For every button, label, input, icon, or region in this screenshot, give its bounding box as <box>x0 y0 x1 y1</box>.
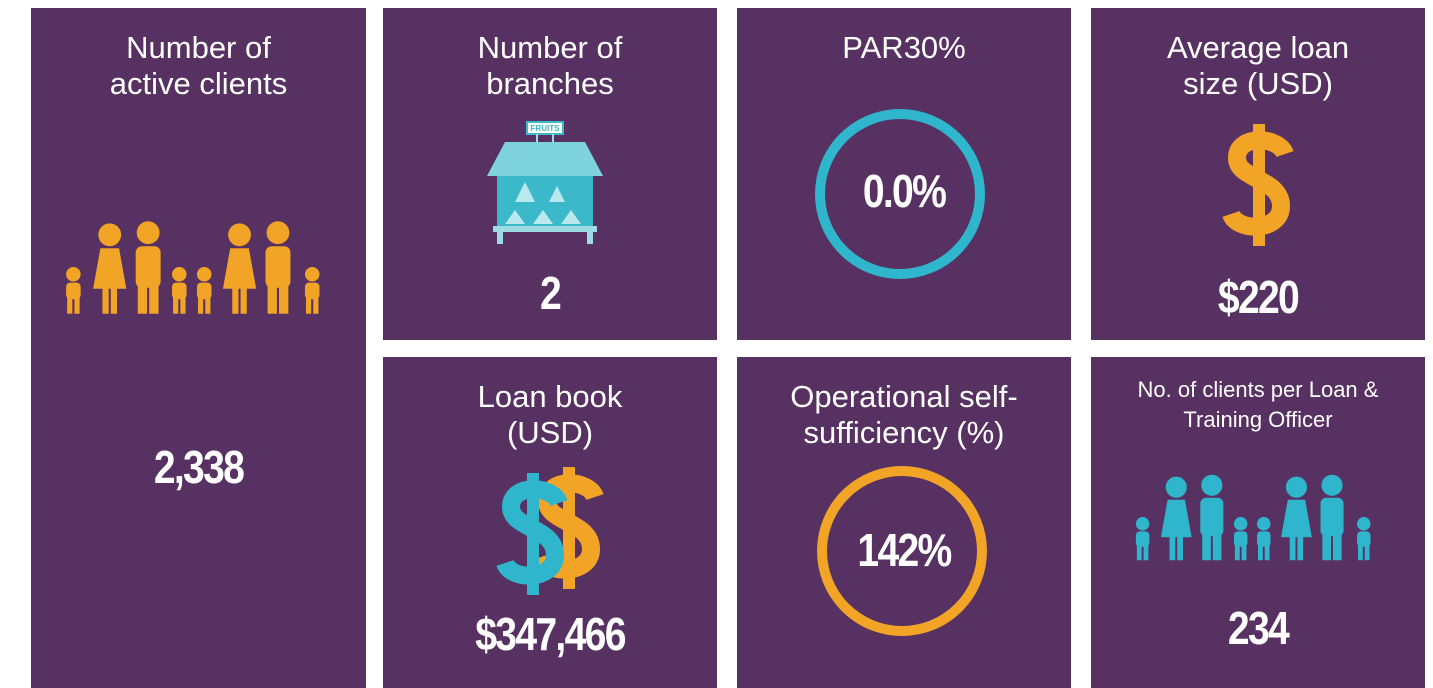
ring <box>815 109 985 279</box>
tile: Number of active clients 2,338 <box>31 8 366 688</box>
family-icon <box>63 220 333 314</box>
dollar-icon <box>493 469 573 599</box>
dollar-icon <box>1219 120 1299 250</box>
tile: Operational self-sufficiency (%) 142% <box>737 357 1071 688</box>
tile-value: 234 <box>1227 602 1290 654</box>
tile-value: $220 <box>1217 271 1300 323</box>
title-line: Number of <box>126 30 271 65</box>
tile: Number of branches FRUITS 2 <box>383 8 717 340</box>
title-line: (USD) <box>506 415 594 450</box>
tile: No. of clients per Loan & Training Office… <box>1091 357 1425 688</box>
stall-icon: FRUITS <box>487 121 603 244</box>
tile: PAR30% 0.0% <box>737 8 1071 340</box>
title-line: sufficiency (%) <box>803 415 1005 450</box>
title-line: PAR30% <box>842 30 966 65</box>
title-line: Loan book <box>477 379 623 414</box>
title-line: Training Officer <box>1183 407 1333 432</box>
tile-title: PAR30% <box>737 30 1071 66</box>
tile-value: 2 <box>539 267 562 319</box>
tile: Average loan size (USD) $220 <box>1091 8 1425 340</box>
stall-sign: FRUITS <box>531 124 561 133</box>
tile-value: 2,338 <box>153 441 245 493</box>
tile-value: $347,466 <box>475 608 626 660</box>
title-line: branches <box>486 66 614 101</box>
title-line: No. of clients per Loan & <box>1137 377 1379 402</box>
tile-title: Loan book (USD) <box>383 379 717 451</box>
title-line: active clients <box>109 66 288 101</box>
tile-title: No. of clients per Loan & Training Office… <box>1091 375 1425 435</box>
family-icon <box>1133 473 1383 561</box>
tile-value: 0.0% <box>862 165 947 217</box>
tile-title: Average loan size (USD) <box>1091 30 1425 102</box>
title-line: Average loan <box>1166 30 1350 65</box>
title-line: Number of <box>477 30 623 65</box>
tile-title: Operational self-sufficiency (%) <box>737 379 1071 451</box>
title-line: size (USD) <box>1183 66 1333 101</box>
ring <box>817 466 987 636</box>
title-line: Operational self- <box>790 379 1018 414</box>
tile-value: 142% <box>857 524 952 576</box>
tile-title: Number of branches <box>383 30 717 102</box>
tile-title: Number of active clients <box>31 30 366 102</box>
tile: Loan book (USD) $347,466 <box>383 357 717 688</box>
